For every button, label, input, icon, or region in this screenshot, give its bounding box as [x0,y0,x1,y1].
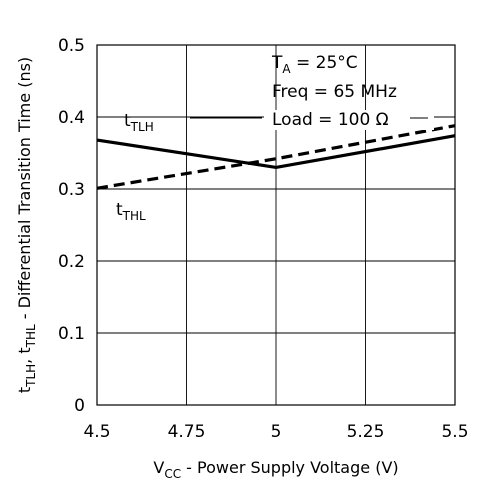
y-tick-label: 0 [74,396,85,416]
annotation-load: Load = 100 Ω [272,110,389,130]
y-tick-label: 0.3 [58,180,85,200]
grid [97,45,455,405]
x-axis-label: VCC - Power Supply Voltage (V) [153,458,398,481]
annotation-temperature: TA = 25°C [271,53,358,76]
y-tick-label: 0.2 [58,252,85,272]
x-tick-label: 4.5 [83,422,110,442]
x-tick-labels: 4.5 4.75 5 5.25 5.5 [83,422,468,442]
y-tick-label: 0.1 [58,324,85,344]
annotation-frequency: Freq = 65 MHz [272,82,397,102]
x-tick-label: 5.5 [441,422,468,442]
series-lines [96,124,456,190]
plot-frame [96,44,456,406]
series-label-tlh: tTLH [124,111,154,134]
y-axis-label: tTLH, tTHL - Differential Transition Tim… [15,57,38,393]
x-tick-label: 4.75 [168,422,206,442]
annotation-knockout [264,110,434,130]
x-tick-label: 5.25 [347,422,385,442]
series-line-thl [96,124,456,190]
series-line-tlh [96,134,456,170]
y-tick-label: 0.5 [58,36,85,56]
y-tick-label: 0.4 [58,108,85,128]
series-label-thl: tTHL [116,200,146,223]
y-tick-labels: 0 0.1 0.2 0.3 0.4 0.5 [58,36,85,416]
x-tick-label: 5 [271,422,282,442]
